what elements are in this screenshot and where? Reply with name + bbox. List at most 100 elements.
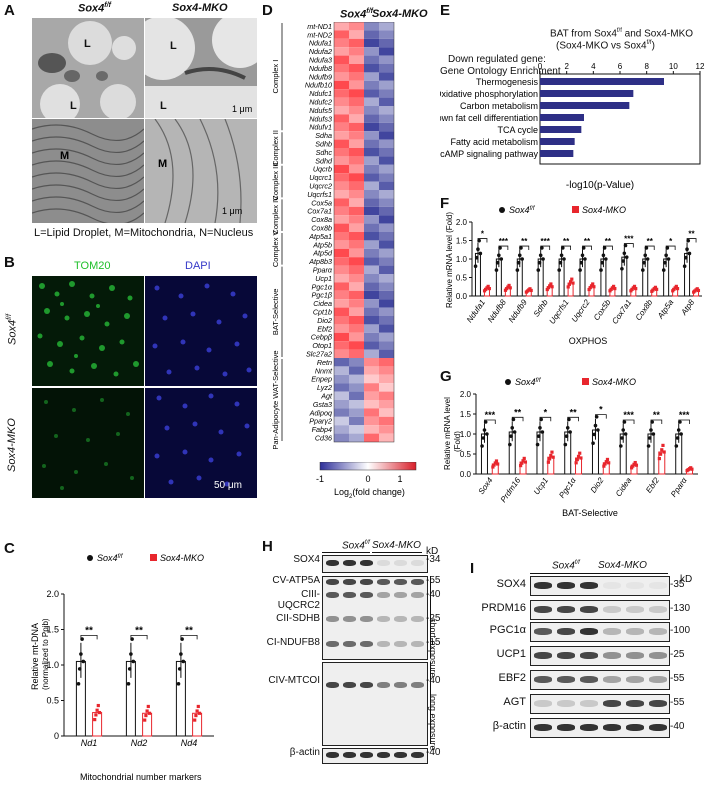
xtick: 6 (618, 62, 623, 71)
sig-label: *** (485, 410, 496, 420)
gene-label: Atp8b3 (308, 257, 332, 266)
heatmap-cell (334, 38, 349, 48)
blot-i-row-label: PGC1α (489, 624, 526, 636)
heatmap-cell (334, 122, 349, 132)
gene-label: mt-ND2 (307, 30, 332, 39)
panel-e-left-1: Down regulated gene: (448, 54, 546, 65)
blot-h-row-label: CIV-MTCOI (268, 675, 320, 686)
sig-label: ** (185, 625, 193, 636)
point-ko (549, 453, 553, 458)
heatmap-cell (379, 341, 394, 350)
point-ko (578, 451, 582, 455)
heatmap-cell (349, 38, 364, 48)
gene-label: Uqcrc1 (309, 173, 332, 182)
go-term: TCA cycle (497, 125, 538, 135)
heatmap-cell (334, 358, 349, 367)
blot-i-band (603, 652, 621, 659)
point-ko (605, 457, 610, 462)
heatmap-cell (334, 240, 349, 249)
blot-i-band (534, 628, 552, 635)
point-ko (547, 457, 552, 461)
gene-label: Nnmt (315, 366, 333, 375)
blot-h-band (326, 616, 339, 622)
point-ko (546, 286, 551, 290)
gene-group-label: Pan-Adipocyte WAT-Selective (271, 350, 280, 449)
heatmap-cell (379, 38, 394, 48)
panel-b-label: B (4, 254, 15, 271)
chart-f: Sox4f/f Sox4-MKO Relative mRNA level (Fo… (445, 205, 702, 346)
point-ko (575, 458, 579, 462)
heatmap-cell (364, 72, 379, 81)
chart-e: 0 2 4 6 8 10 12 Thermogenesis Oxidative phosphor… (440, 62, 705, 191)
sig-label: * (481, 230, 485, 239)
point-wt (129, 652, 133, 656)
point-ko (492, 463, 496, 467)
point-wt (622, 251, 627, 256)
category-label: Ucp1 (532, 476, 550, 496)
heatmap-cell (349, 106, 364, 115)
point-wt (583, 257, 587, 261)
lipid-mark-2: L (70, 100, 77, 112)
point-ko (196, 704, 200, 709)
blot-h-band (411, 752, 424, 758)
gene-label: Pgc1β (312, 291, 333, 300)
ylabel-f: Relative mRNA level (Fold) (445, 212, 454, 308)
point-wt (494, 268, 499, 272)
blot-h-membrane (322, 662, 428, 746)
heatmap-cell (334, 181, 349, 190)
heatmap-cell (334, 139, 349, 148)
category-label: Prdm16 (499, 476, 523, 505)
heatmap-cell (379, 265, 394, 274)
heatmap-cell (364, 408, 379, 417)
blot-h-band (394, 592, 407, 598)
heatmap-cell (334, 72, 349, 81)
sig-label: * (669, 237, 673, 246)
blot-h-band (377, 560, 390, 566)
heatmap-cell (334, 89, 349, 98)
heatmap-cell (379, 198, 394, 207)
gene-group-label: Complex II (271, 130, 280, 166)
point-ko (550, 285, 554, 289)
blot-i-band (580, 606, 598, 613)
ytick: 2.0 (456, 218, 468, 227)
point-ko (520, 461, 524, 465)
bar-go (540, 138, 575, 145)
if-tom20-wt (32, 276, 144, 386)
point-ko (95, 708, 99, 712)
blot-i-kd: kD (680, 574, 693, 585)
point-ko (690, 467, 694, 471)
point-ko (503, 288, 508, 292)
point-wt (666, 257, 671, 261)
blot-h-marker: -40 (426, 589, 441, 600)
legend-c-ko-marker (150, 554, 157, 561)
point-ko (496, 462, 500, 466)
point-wt (679, 432, 683, 436)
heatmap-cell (364, 290, 379, 300)
gene-label: Ndufa1 (309, 39, 332, 48)
blot-h-band (377, 592, 390, 598)
heatmap-cell (379, 122, 394, 132)
legend-c-wt-marker (87, 555, 93, 561)
heatmap-cell (379, 366, 394, 375)
xlabel-c: Mitochondrial number markers (80, 772, 202, 782)
point-wt (664, 253, 668, 258)
heatmap-cell (379, 206, 394, 216)
heatmap-cell (379, 383, 394, 392)
heatmap-cell (379, 416, 394, 426)
heatmap-cell (364, 131, 379, 140)
blot-i-row-label: β-actin (492, 720, 526, 732)
blot-h-row-label: β-actin (289, 747, 320, 758)
heatmap-cell (379, 148, 394, 157)
point-wt (593, 423, 598, 428)
heatmap-cell (379, 324, 394, 333)
point-ko (145, 709, 149, 713)
blot-h-band (360, 560, 373, 566)
point-ko (548, 284, 552, 288)
point-wt (604, 257, 608, 261)
blot-h-membrane (322, 555, 428, 573)
heatmap-cell (364, 332, 379, 342)
blot-i-band (626, 652, 644, 659)
row-label-ko: Sox4-MKO (6, 418, 18, 472)
heatmap-cell (364, 425, 379, 434)
sig-label: ** (647, 237, 654, 246)
